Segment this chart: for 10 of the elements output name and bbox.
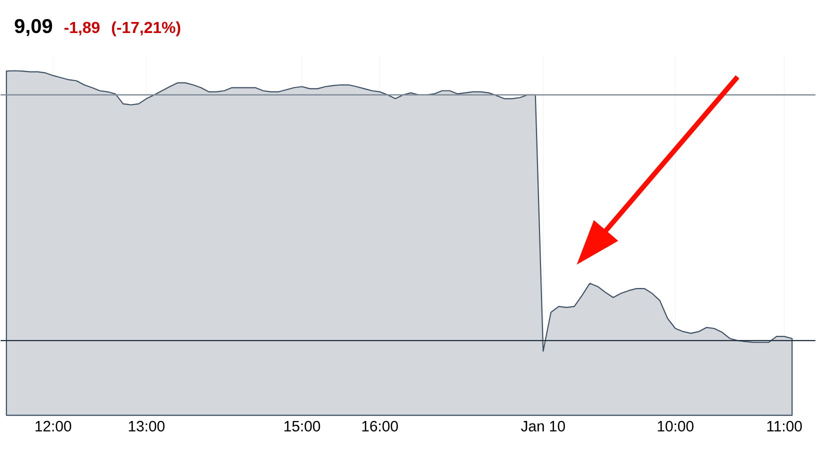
x-tick-label: 15:00 (284, 420, 320, 432)
text: (-17,21%) (112, 21, 180, 36)
x-tick-label: 10:00 (658, 420, 694, 432)
text: -1,89 (64, 22, 100, 36)
x-tick-label: 11:00 (767, 420, 802, 432)
x-tick-label: 16:00 (362, 420, 398, 432)
x-tick-label: 12:00 (36, 420, 72, 432)
chart-title: 9,09 (14, 18, 52, 36)
x-tick-label: Jan 10 (520, 420, 565, 432)
x-tick-label: 13:00 (128, 420, 165, 432)
